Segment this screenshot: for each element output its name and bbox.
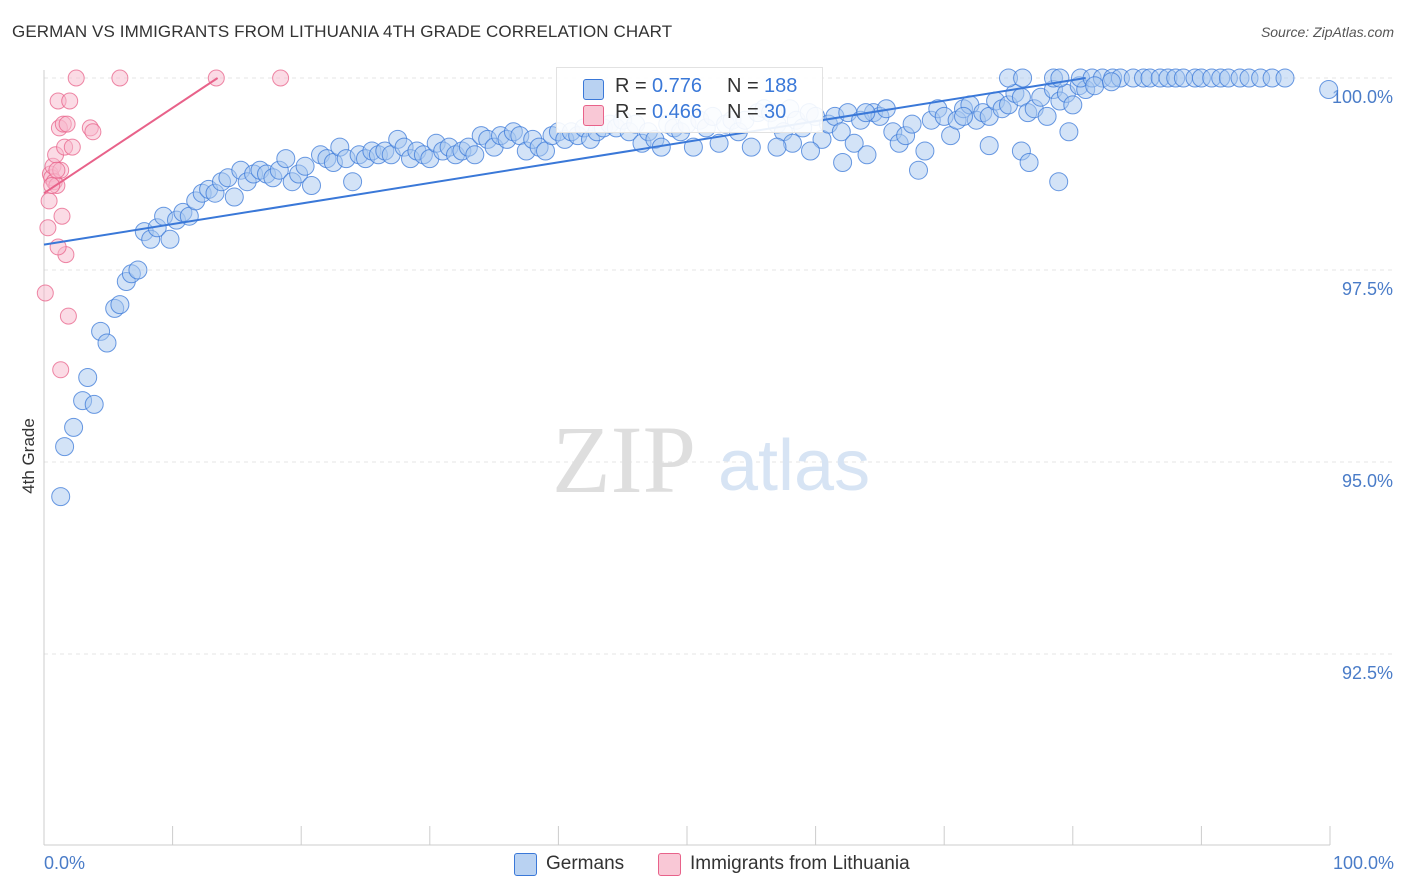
germans-point [909, 160, 928, 180]
legend-n-value: 188 [764, 75, 798, 97]
lithuania-point [52, 361, 70, 379]
lithuania-swatch-icon [658, 853, 681, 876]
germans-point [683, 137, 703, 157]
germans-point [302, 176, 321, 195]
legend-n-value: 30 [764, 101, 787, 123]
germans-point [831, 122, 851, 142]
watermark-atlas: atlas [718, 426, 870, 506]
germans-point [709, 133, 729, 153]
legend-n-label: N = [727, 75, 759, 97]
legend-swatch-germans [583, 79, 604, 100]
bottom-legend-label: Germans [546, 853, 625, 874]
germans-point [295, 156, 315, 176]
legend-n-label: N = [727, 101, 759, 123]
germans-point [51, 487, 71, 507]
germans-point [1049, 172, 1069, 192]
lithuania-point [40, 192, 58, 210]
germans-point [160, 229, 180, 249]
germans-point [1101, 72, 1121, 92]
germans-point [224, 187, 244, 207]
germans-point [1019, 153, 1039, 172]
y-axis-label: 4th Grade [19, 418, 38, 494]
germans-point [110, 295, 130, 315]
legend-swatch-lithuania [583, 105, 604, 126]
lithuania-point [39, 219, 57, 237]
germans-point [1063, 95, 1083, 115]
germans-point [767, 137, 787, 157]
germans-point [979, 136, 999, 156]
germans-point [741, 137, 761, 157]
germans-point [128, 260, 148, 280]
lithuania-point [58, 115, 76, 133]
germans-point [1059, 122, 1079, 142]
lithuania-point [43, 177, 61, 194]
germans-point [97, 333, 117, 353]
germans-point [857, 145, 877, 165]
lithuania-point [272, 69, 290, 87]
legend-r-value: 0.776 [652, 75, 703, 97]
legend-r-label: R = [615, 101, 647, 123]
lithuania-point [61, 92, 79, 110]
germans-point [343, 172, 363, 192]
germans-point [902, 114, 922, 134]
germans-point [833, 153, 853, 172]
lithuania-point [67, 69, 85, 87]
germans-point [801, 141, 820, 161]
chart-title: GERMAN VS IMMIGRANTS FROM LITHUANIA 4TH … [12, 22, 673, 41]
x-tick-label-max: 100.0% [1333, 853, 1394, 873]
trendlines [43, 77, 1086, 246]
germans-point [1037, 106, 1057, 126]
lithuania-point [111, 69, 129, 87]
germans-point [1275, 68, 1295, 88]
stats-legend: R = 0.776 N = 188 R = 0.466 N = 30 [556, 67, 823, 133]
germans-point [1319, 80, 1339, 99]
germans-point [78, 368, 98, 387]
germans-point [915, 141, 935, 161]
germans-point [55, 437, 75, 457]
x-tick-label-min: 0.0% [44, 853, 85, 873]
y-tick-label: 95.0% [1342, 471, 1393, 491]
watermark: ZIP atlas [552, 406, 870, 513]
germans-point [954, 106, 973, 126]
lithuania-point [59, 307, 77, 325]
y-tick-label: 92.5% [1342, 663, 1393, 683]
lithuania-point [36, 284, 54, 302]
germans-point [844, 133, 864, 153]
germans-point [1085, 76, 1105, 96]
germans-point [783, 133, 802, 153]
lithuania-trendline [43, 77, 219, 195]
germans-trendline [43, 77, 1086, 246]
bottom-legend-label: Immigrants from Lithuania [690, 853, 910, 874]
lithuania-point [84, 123, 102, 141]
lithuania-point [48, 161, 66, 179]
legend-r-value: 0.466 [652, 101, 703, 123]
source-credit: Source: ZipAtlas.com [1260, 24, 1394, 40]
watermark-zip: ZIP [552, 406, 696, 513]
y-tick-label: 100.0% [1332, 87, 1393, 107]
germans-point [1050, 68, 1070, 88]
germans-swatch-icon [514, 853, 537, 876]
germans-point [276, 149, 296, 169]
germans-point [465, 145, 485, 165]
y-tick-label: 97.5% [1342, 279, 1393, 299]
germans-point [1013, 68, 1033, 88]
lithuania-point [63, 138, 81, 156]
axis-ticks: 92.5% 95.0% 97.5% 100.0% [43, 87, 1393, 845]
legend-r-label: R = [615, 75, 647, 97]
germans-point [84, 394, 104, 414]
lithuania-point [53, 207, 71, 225]
germans-point [64, 417, 84, 437]
